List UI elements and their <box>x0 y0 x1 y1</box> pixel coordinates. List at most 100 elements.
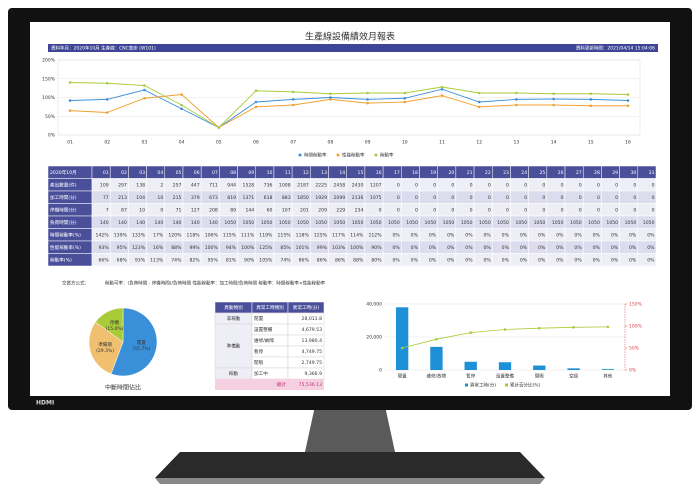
data-point <box>68 81 72 84</box>
table-cell-text: 208 <box>209 207 218 213</box>
x-tick-label: 設置整備 <box>496 373 514 380</box>
pie-caption: 中斷時間佔比 <box>105 384 141 392</box>
table-cell-text: 1050 <box>479 220 491 226</box>
table-total-value: 75,536.13 <box>299 382 322 388</box>
table-cell-text: 111% <box>241 232 255 238</box>
table-cell <box>637 253 657 267</box>
table-cell-text: 0% <box>429 232 437 238</box>
table-cell-text: 23 <box>503 170 509 176</box>
data-point <box>589 92 593 96</box>
table-cell-text: 0 <box>451 195 454 201</box>
data-point <box>552 103 555 107</box>
table-cell-text: 125% <box>259 245 273 251</box>
table-cell-text: 94% <box>226 245 237 251</box>
table-cell-text: 稼動率(%) <box>50 256 72 263</box>
table-header-text: 異常工時類別 <box>256 304 284 311</box>
table-cell-text: 86% <box>335 257 346 263</box>
table-cell-text: 準備動 <box>227 343 241 350</box>
table-cell-text: 7 <box>106 207 109 213</box>
table-cell-text: 106% <box>205 232 219 238</box>
table-cell-text: 673 <box>209 195 218 201</box>
table-cell-text: 0% <box>447 257 455 263</box>
table-cell-text: 0 <box>561 195 564 201</box>
legend-label: 異常工時(分) <box>470 382 496 389</box>
table-cell-text: 0 <box>652 182 655 188</box>
table-cell-text: 0 <box>579 182 582 188</box>
table-cell-text: 13 <box>321 170 327 176</box>
table-cell-text: 1050 <box>352 220 364 226</box>
x-tick-label: 04 <box>179 140 185 146</box>
data-point <box>572 326 575 329</box>
table-cell-text: 1050 <box>424 220 436 226</box>
table-cell-text: 88% <box>353 257 364 263</box>
table-cell-text: 0% <box>411 245 419 251</box>
table-cell-text: 4,679.53 <box>302 327 323 333</box>
bar <box>567 368 580 370</box>
x-tick-label: 閒暇 <box>535 374 544 380</box>
table-cell-text: 0% <box>520 257 528 263</box>
table-cell-text: 0% <box>556 257 564 263</box>
pie-label: 停機 <box>110 319 119 326</box>
table-cell-text: 60 <box>267 207 273 213</box>
formula-label: 交貨方公式： <box>62 280 89 287</box>
bar <box>430 346 443 370</box>
table-cell-text: 140 <box>191 220 200 226</box>
series-line <box>69 88 629 129</box>
table-cell-text: 1050 <box>643 220 655 226</box>
table-cell-text: 819 <box>227 195 236 201</box>
table-cell-text: 74% <box>280 257 291 263</box>
table-cell-text: 停機時間(分) <box>50 206 77 213</box>
table-cell-text: 379 <box>191 195 200 201</box>
table-cell-text: 0% <box>538 257 546 263</box>
table-cell-text: 閒暇 <box>254 360 264 366</box>
table-cell-text: 209 <box>318 207 327 213</box>
table-cell-text: 118% <box>187 232 201 238</box>
table-cell-text: 1050 <box>570 220 582 226</box>
table-cell-text: 0% <box>538 232 546 238</box>
y-tick-label: 50% <box>45 114 56 120</box>
table-cell-text: 105% <box>259 257 273 263</box>
table-cell-text: 0% <box>411 232 419 238</box>
table-cell-text: 139% <box>114 232 128 238</box>
x-tick-label: 其他 <box>603 373 612 380</box>
table-cell-text: 0 <box>597 195 600 201</box>
table-cell-text: 0% <box>429 257 437 263</box>
legend-label: 時間稼動率 <box>304 152 327 159</box>
table-cell-text: 07 <box>212 170 218 176</box>
table-cell-text: 77 <box>103 195 109 201</box>
table-cell-text: 1050 <box>261 220 273 226</box>
series-line <box>69 82 629 129</box>
table-cell-text: 14 <box>339 170 345 176</box>
table-cell-text: 性能稼動率(%) <box>50 244 81 251</box>
table-cell-text: 140 <box>154 220 163 226</box>
legend-marker <box>465 383 468 387</box>
x-tick-label: 12 <box>476 140 482 146</box>
table-cell-text: 140 <box>136 220 145 226</box>
table-cell-text: 1929 <box>315 195 327 201</box>
table-cell-text: 107 <box>282 207 291 213</box>
table-cell-text: 0 <box>397 182 400 188</box>
table-cell-text: 86% <box>299 257 310 263</box>
table-cell-text: 1050 <box>388 220 400 226</box>
table-cell-text: 86% <box>317 257 328 263</box>
table-cell-text: 01 <box>103 170 109 176</box>
data-point <box>217 126 221 129</box>
x-tick-label: 05 <box>216 140 222 146</box>
table-cell-text: 0% <box>520 232 528 238</box>
table-cell-text: 127 <box>191 207 200 213</box>
table-cell-text: 618 <box>264 195 273 201</box>
pie-label: 閒置 <box>137 340 146 346</box>
table-cell-text: 0 <box>652 195 655 201</box>
table-cell-text: 87 <box>121 207 127 213</box>
table-cell-text: 0 <box>542 182 545 188</box>
data-point <box>469 331 473 334</box>
table-cell-text: 0 <box>488 195 491 201</box>
legend-marker <box>505 383 508 387</box>
x-tick-label: 13 <box>514 140 520 146</box>
series-line <box>69 94 628 129</box>
x-tick-label: 06 <box>253 140 259 146</box>
table-cell-text: 0% <box>447 232 455 238</box>
y2-tick-label: 50% <box>629 346 640 352</box>
table-cell-text: 0 <box>597 182 600 188</box>
